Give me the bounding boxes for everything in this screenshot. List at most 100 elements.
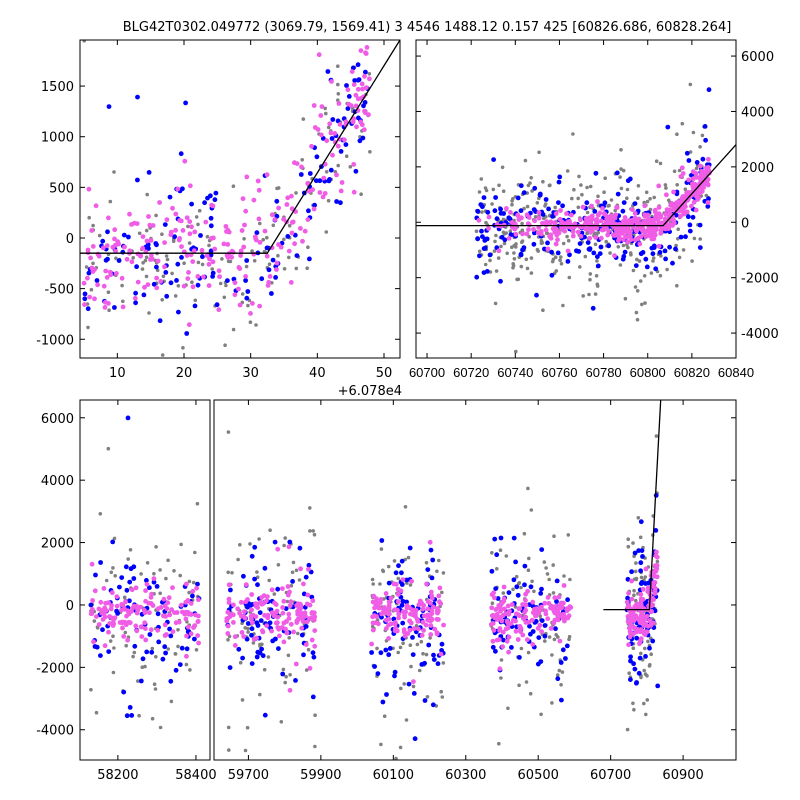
point-grey — [499, 676, 503, 680]
point-magenta — [535, 230, 541, 236]
point-blue — [228, 587, 233, 593]
point-magenta — [428, 632, 434, 637]
point-magenta — [526, 227, 531, 233]
point-blue — [678, 234, 684, 240]
point-blue — [179, 645, 185, 651]
point-blue — [131, 564, 137, 570]
point-magenta — [256, 187, 262, 193]
point-magenta — [643, 566, 649, 572]
point-blue — [481, 195, 487, 201]
point-blue — [357, 138, 363, 144]
point-magenta — [151, 576, 157, 581]
point-magenta — [556, 594, 562, 600]
point-blue — [208, 223, 214, 229]
point-grey — [336, 92, 341, 96]
point-magenta — [690, 176, 696, 182]
point-magenta — [135, 608, 141, 613]
point-magenta — [504, 206, 509, 211]
point-magenta — [634, 219, 640, 224]
point-magenta — [517, 624, 523, 629]
point-grey — [169, 699, 174, 704]
point-blue — [93, 572, 98, 578]
point-magenta — [635, 602, 640, 607]
point-magenta — [570, 233, 576, 239]
point-grey — [89, 687, 93, 692]
point-magenta — [249, 592, 255, 597]
point-magenta — [642, 203, 648, 209]
point-grey — [588, 184, 593, 189]
point-grey — [145, 561, 150, 565]
point-blue — [245, 289, 251, 294]
point-magenta — [508, 210, 513, 215]
point-magenta — [303, 642, 309, 647]
point-magenta — [192, 623, 198, 628]
point-grey — [554, 269, 559, 273]
point-grey — [114, 256, 118, 261]
point-grey — [226, 430, 231, 434]
point-magenta — [322, 191, 328, 196]
point-blue — [386, 652, 392, 658]
point-blue — [172, 234, 178, 240]
point-grey — [255, 570, 259, 574]
point-grey — [401, 641, 405, 645]
point-grey — [677, 168, 682, 173]
point-blue — [140, 656, 146, 662]
point-grey — [532, 589, 536, 594]
point-magenta — [196, 597, 201, 603]
point-magenta — [321, 175, 327, 181]
point-grey — [566, 238, 571, 243]
point-magenta — [251, 251, 257, 257]
point-magenta — [364, 45, 370, 50]
point-magenta — [530, 642, 536, 647]
point-magenta — [101, 283, 107, 289]
point-magenta — [177, 236, 183, 241]
point-blue — [369, 650, 374, 655]
point-magenta — [154, 285, 160, 291]
point-blue — [274, 198, 280, 204]
point-blue — [430, 702, 436, 708]
point-magenta — [155, 258, 161, 264]
point-grey — [676, 236, 680, 241]
point-grey — [192, 364, 196, 368]
point-magenta — [629, 578, 634, 584]
point-magenta — [133, 623, 139, 629]
point-magenta — [680, 171, 686, 176]
point-grey — [633, 285, 638, 289]
point-magenta — [162, 633, 168, 638]
point-magenta — [245, 597, 250, 602]
point-magenta — [650, 595, 655, 601]
point-grey — [193, 298, 198, 303]
point-blue — [622, 249, 628, 255]
point-magenta — [179, 244, 184, 250]
point-magenta — [237, 302, 243, 308]
point-blue — [522, 563, 528, 569]
point-grey — [425, 695, 430, 699]
point-blue — [345, 106, 351, 111]
point-blue — [592, 209, 598, 214]
point-grey — [154, 545, 158, 549]
point-grey — [144, 255, 149, 260]
point-blue — [98, 653, 103, 658]
point-magenta — [595, 212, 601, 218]
point-grey — [635, 289, 640, 293]
point-grey — [144, 228, 149, 233]
point-magenta — [540, 221, 546, 226]
point-magenta — [295, 609, 300, 614]
point-magenta — [223, 224, 229, 229]
point-magenta — [188, 611, 194, 617]
point-magenta — [378, 600, 383, 606]
point-magenta — [299, 625, 305, 631]
point-magenta — [225, 623, 231, 629]
point-magenta — [259, 601, 265, 607]
point-magenta — [190, 588, 196, 594]
point-grey — [568, 577, 572, 582]
point-grey — [112, 646, 116, 650]
point-blue — [597, 251, 603, 256]
point-magenta — [111, 617, 116, 623]
point-magenta — [283, 626, 288, 632]
point-grey — [550, 701, 554, 705]
point-magenta — [351, 189, 357, 195]
point-grey — [437, 558, 441, 563]
point-grey — [187, 579, 192, 584]
point-grey — [283, 536, 288, 540]
